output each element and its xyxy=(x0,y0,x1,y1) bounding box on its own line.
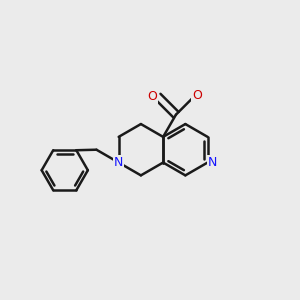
Text: N: N xyxy=(207,156,217,169)
Text: O: O xyxy=(192,88,202,101)
Text: O: O xyxy=(147,90,157,103)
Text: N: N xyxy=(114,156,123,169)
